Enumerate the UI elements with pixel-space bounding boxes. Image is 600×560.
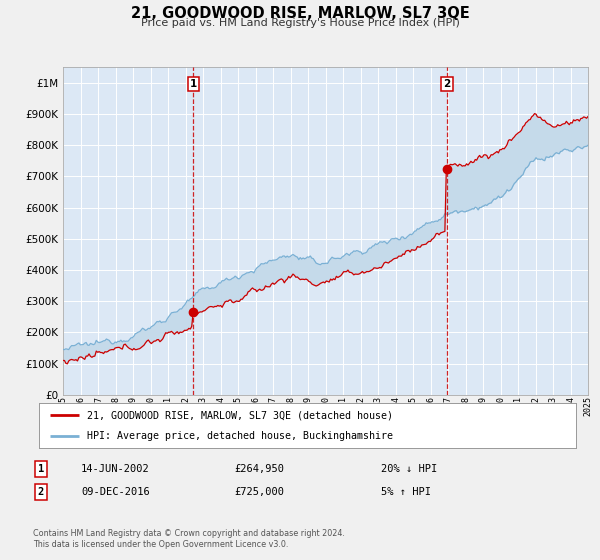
Text: 2: 2 bbox=[443, 78, 451, 88]
Text: £725,000: £725,000 bbox=[234, 487, 284, 497]
Text: 5% ↑ HPI: 5% ↑ HPI bbox=[381, 487, 431, 497]
Text: £264,950: £264,950 bbox=[234, 464, 284, 474]
Text: 1: 1 bbox=[190, 78, 197, 88]
Text: 09-DEC-2016: 09-DEC-2016 bbox=[81, 487, 150, 497]
Text: 1: 1 bbox=[38, 464, 44, 474]
Text: HPI: Average price, detached house, Buckinghamshire: HPI: Average price, detached house, Buck… bbox=[88, 431, 394, 441]
Text: 14-JUN-2002: 14-JUN-2002 bbox=[81, 464, 150, 474]
Text: 20% ↓ HPI: 20% ↓ HPI bbox=[381, 464, 437, 474]
Text: 21, GOODWOOD RISE, MARLOW, SL7 3QE: 21, GOODWOOD RISE, MARLOW, SL7 3QE bbox=[131, 6, 469, 21]
Text: Contains HM Land Registry data © Crown copyright and database right 2024.: Contains HM Land Registry data © Crown c… bbox=[33, 529, 345, 538]
Text: Price paid vs. HM Land Registry's House Price Index (HPI): Price paid vs. HM Land Registry's House … bbox=[140, 18, 460, 28]
Text: 2: 2 bbox=[38, 487, 44, 497]
Text: 21, GOODWOOD RISE, MARLOW, SL7 3QE (detached house): 21, GOODWOOD RISE, MARLOW, SL7 3QE (deta… bbox=[88, 410, 394, 421]
Text: This data is licensed under the Open Government Licence v3.0.: This data is licensed under the Open Gov… bbox=[33, 540, 289, 549]
